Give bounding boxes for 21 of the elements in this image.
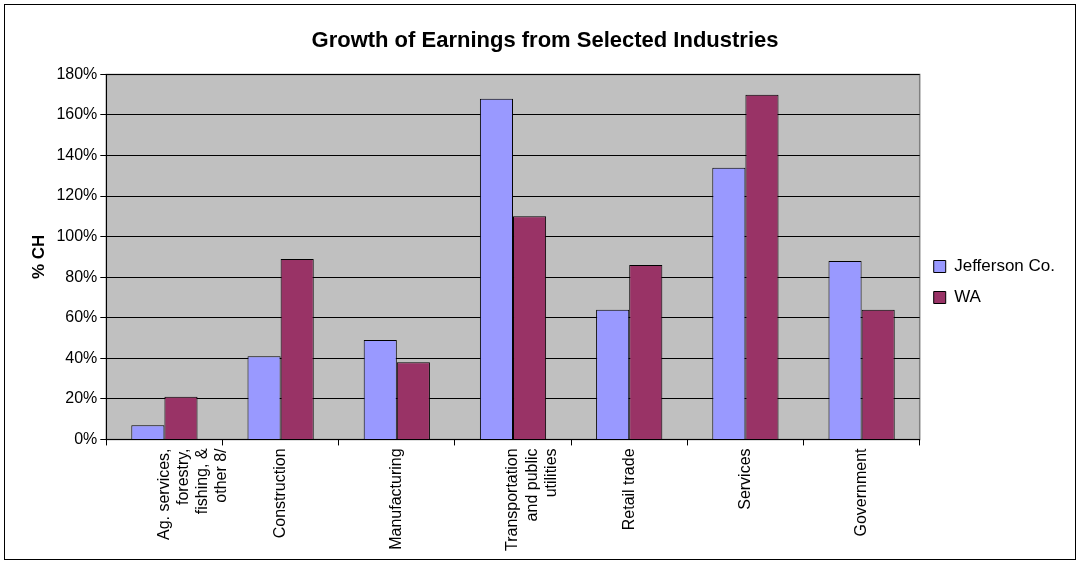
x-tick-label: Ag. services, forestry, fishing, & other 8/ <box>154 447 230 541</box>
y-tick-label: 40% <box>65 348 98 366</box>
x-tick-label: Manufacturing <box>387 448 405 550</box>
y-tick-label: 0% <box>74 429 98 447</box>
y-tick-label: 160% <box>56 105 98 123</box>
legend-label: Jefferson Co. <box>954 256 1055 276</box>
y-tick-label: 140% <box>56 145 98 163</box>
y-tick-label: 80% <box>65 267 98 285</box>
chart-title: Growth of Earnings from Selected Industries <box>311 27 779 53</box>
y-tick-label: 60% <box>65 308 98 326</box>
y-tick-label: 120% <box>56 186 98 204</box>
x-tick-label: Government <box>852 447 870 537</box>
x-tick-label: Transportation and public utilities <box>503 448 559 552</box>
y-tick-label: 100% <box>56 227 98 245</box>
y-tick-label: 180% <box>56 64 98 82</box>
y-axis-title: % CH <box>28 234 48 280</box>
y-tick-label: 20% <box>65 389 98 407</box>
x-tick-label: Services <box>735 448 753 510</box>
legend-label: WA <box>954 287 982 307</box>
x-tick-label: Retail trade <box>619 448 637 531</box>
x-tick-label: Construction <box>271 448 289 539</box>
